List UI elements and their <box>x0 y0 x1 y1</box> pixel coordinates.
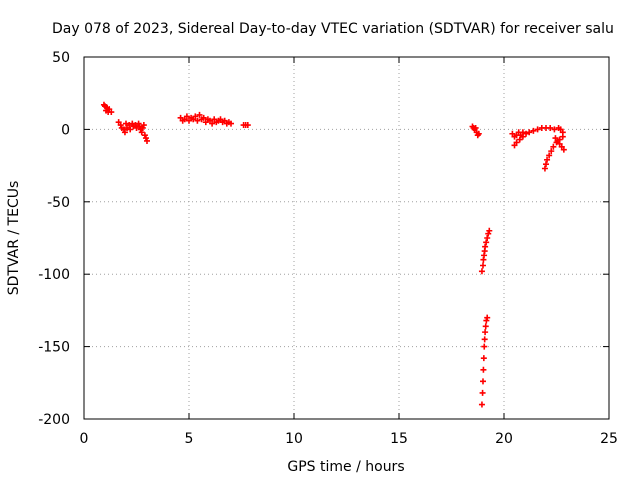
data-point-marker <box>553 139 560 146</box>
axis-ticks <box>83 56 610 420</box>
x-tick-label: 20 <box>495 431 513 447</box>
data-point-marker <box>117 122 124 129</box>
data-point-marker <box>123 120 129 127</box>
y-tick-label: -200 <box>38 412 70 428</box>
data-point-marker <box>559 133 566 140</box>
data-point-marker <box>544 156 551 163</box>
data-point-marker <box>543 161 549 168</box>
data-point-marker <box>541 165 548 172</box>
data-point-marker <box>484 314 491 321</box>
data-point-marker <box>550 143 557 150</box>
data-point-marker <box>132 122 139 129</box>
data-point-marker <box>546 152 553 159</box>
data-point-marker <box>472 124 479 131</box>
data-point-marker <box>530 127 537 134</box>
data-point-marker <box>475 130 482 137</box>
data-point-marker <box>133 124 140 131</box>
y-tick-labels: 50 0 -50 -100 -150 -200 <box>38 50 70 428</box>
x-tick-label: 10 <box>285 431 303 447</box>
data-point-marker <box>129 120 136 127</box>
x-tick-label: 25 <box>600 431 618 447</box>
x-tick-label: 5 <box>185 431 194 447</box>
data-point-marker <box>481 336 488 343</box>
data-point-marker <box>140 122 147 129</box>
data-point-marker <box>482 323 489 330</box>
data-point-marker <box>556 136 563 143</box>
data-point-marker <box>548 148 555 155</box>
data-point-marker <box>120 126 127 133</box>
data-point-marker <box>141 132 148 139</box>
data-point-marker <box>480 262 486 269</box>
data-point-marker <box>209 120 216 127</box>
data-points <box>100 101 567 408</box>
data-point-marker <box>108 109 115 116</box>
data-point-marker <box>485 230 492 237</box>
data-point-marker <box>480 366 487 373</box>
data-point-marker <box>196 111 203 118</box>
data-point-marker <box>483 317 490 324</box>
y-axis-label: SDTVAR / TECUs <box>6 181 22 296</box>
data-point-marker <box>183 113 190 120</box>
chart-title: Day 078 of 2023, Sidereal Day-to-day VTE… <box>52 21 614 37</box>
data-point-marker <box>194 117 201 124</box>
data-point-marker <box>139 124 146 131</box>
data-point-marker <box>560 146 567 153</box>
data-point-marker <box>244 122 251 129</box>
data-point-marker <box>484 235 491 241</box>
data-point-marker <box>551 126 558 133</box>
data-point-marker <box>228 120 234 127</box>
data-point-marker <box>144 137 150 144</box>
data-point-marker <box>486 227 493 234</box>
data-point-marker <box>519 133 526 140</box>
data-point-marker <box>547 124 554 131</box>
data-point-marker <box>481 343 488 350</box>
data-point-marker <box>121 129 128 136</box>
x-tick-label: 15 <box>390 431 408 447</box>
data-point-marker <box>513 139 520 146</box>
y-tick-label: -150 <box>38 340 70 356</box>
data-point-marker <box>200 114 207 121</box>
data-point-marker <box>136 123 143 130</box>
y-tick-label: -100 <box>38 267 70 283</box>
data-point-marker <box>135 120 142 127</box>
data-point-marker <box>126 122 133 129</box>
y-tick-label: 50 <box>52 50 70 66</box>
data-point-marker <box>127 126 134 133</box>
data-point-marker <box>480 378 486 385</box>
x-axis-label: GPS time / hours <box>287 459 404 475</box>
data-point-marker <box>526 129 533 136</box>
data-point-marker <box>523 130 530 137</box>
data-point-marker <box>479 389 486 396</box>
grid-lines <box>84 57 609 419</box>
x-tick-label: 0 <box>80 431 89 447</box>
data-point-marker <box>482 243 489 250</box>
y-tick-label: -50 <box>47 195 70 211</box>
plot-frame <box>83 56 610 420</box>
data-point-marker <box>192 113 199 120</box>
data-point-marker <box>482 329 489 336</box>
data-point-marker <box>534 126 541 133</box>
y-tick-label: 0 <box>61 122 70 138</box>
data-point-marker <box>138 129 145 136</box>
data-point-marker <box>478 401 485 408</box>
data-point-marker <box>142 135 149 142</box>
data-point-marker <box>516 136 523 143</box>
data-point-marker <box>478 268 485 275</box>
data-point-marker <box>480 355 487 362</box>
data-point-marker <box>483 239 490 246</box>
x-tick-labels: 0 5 10 15 20 25 <box>80 431 618 447</box>
